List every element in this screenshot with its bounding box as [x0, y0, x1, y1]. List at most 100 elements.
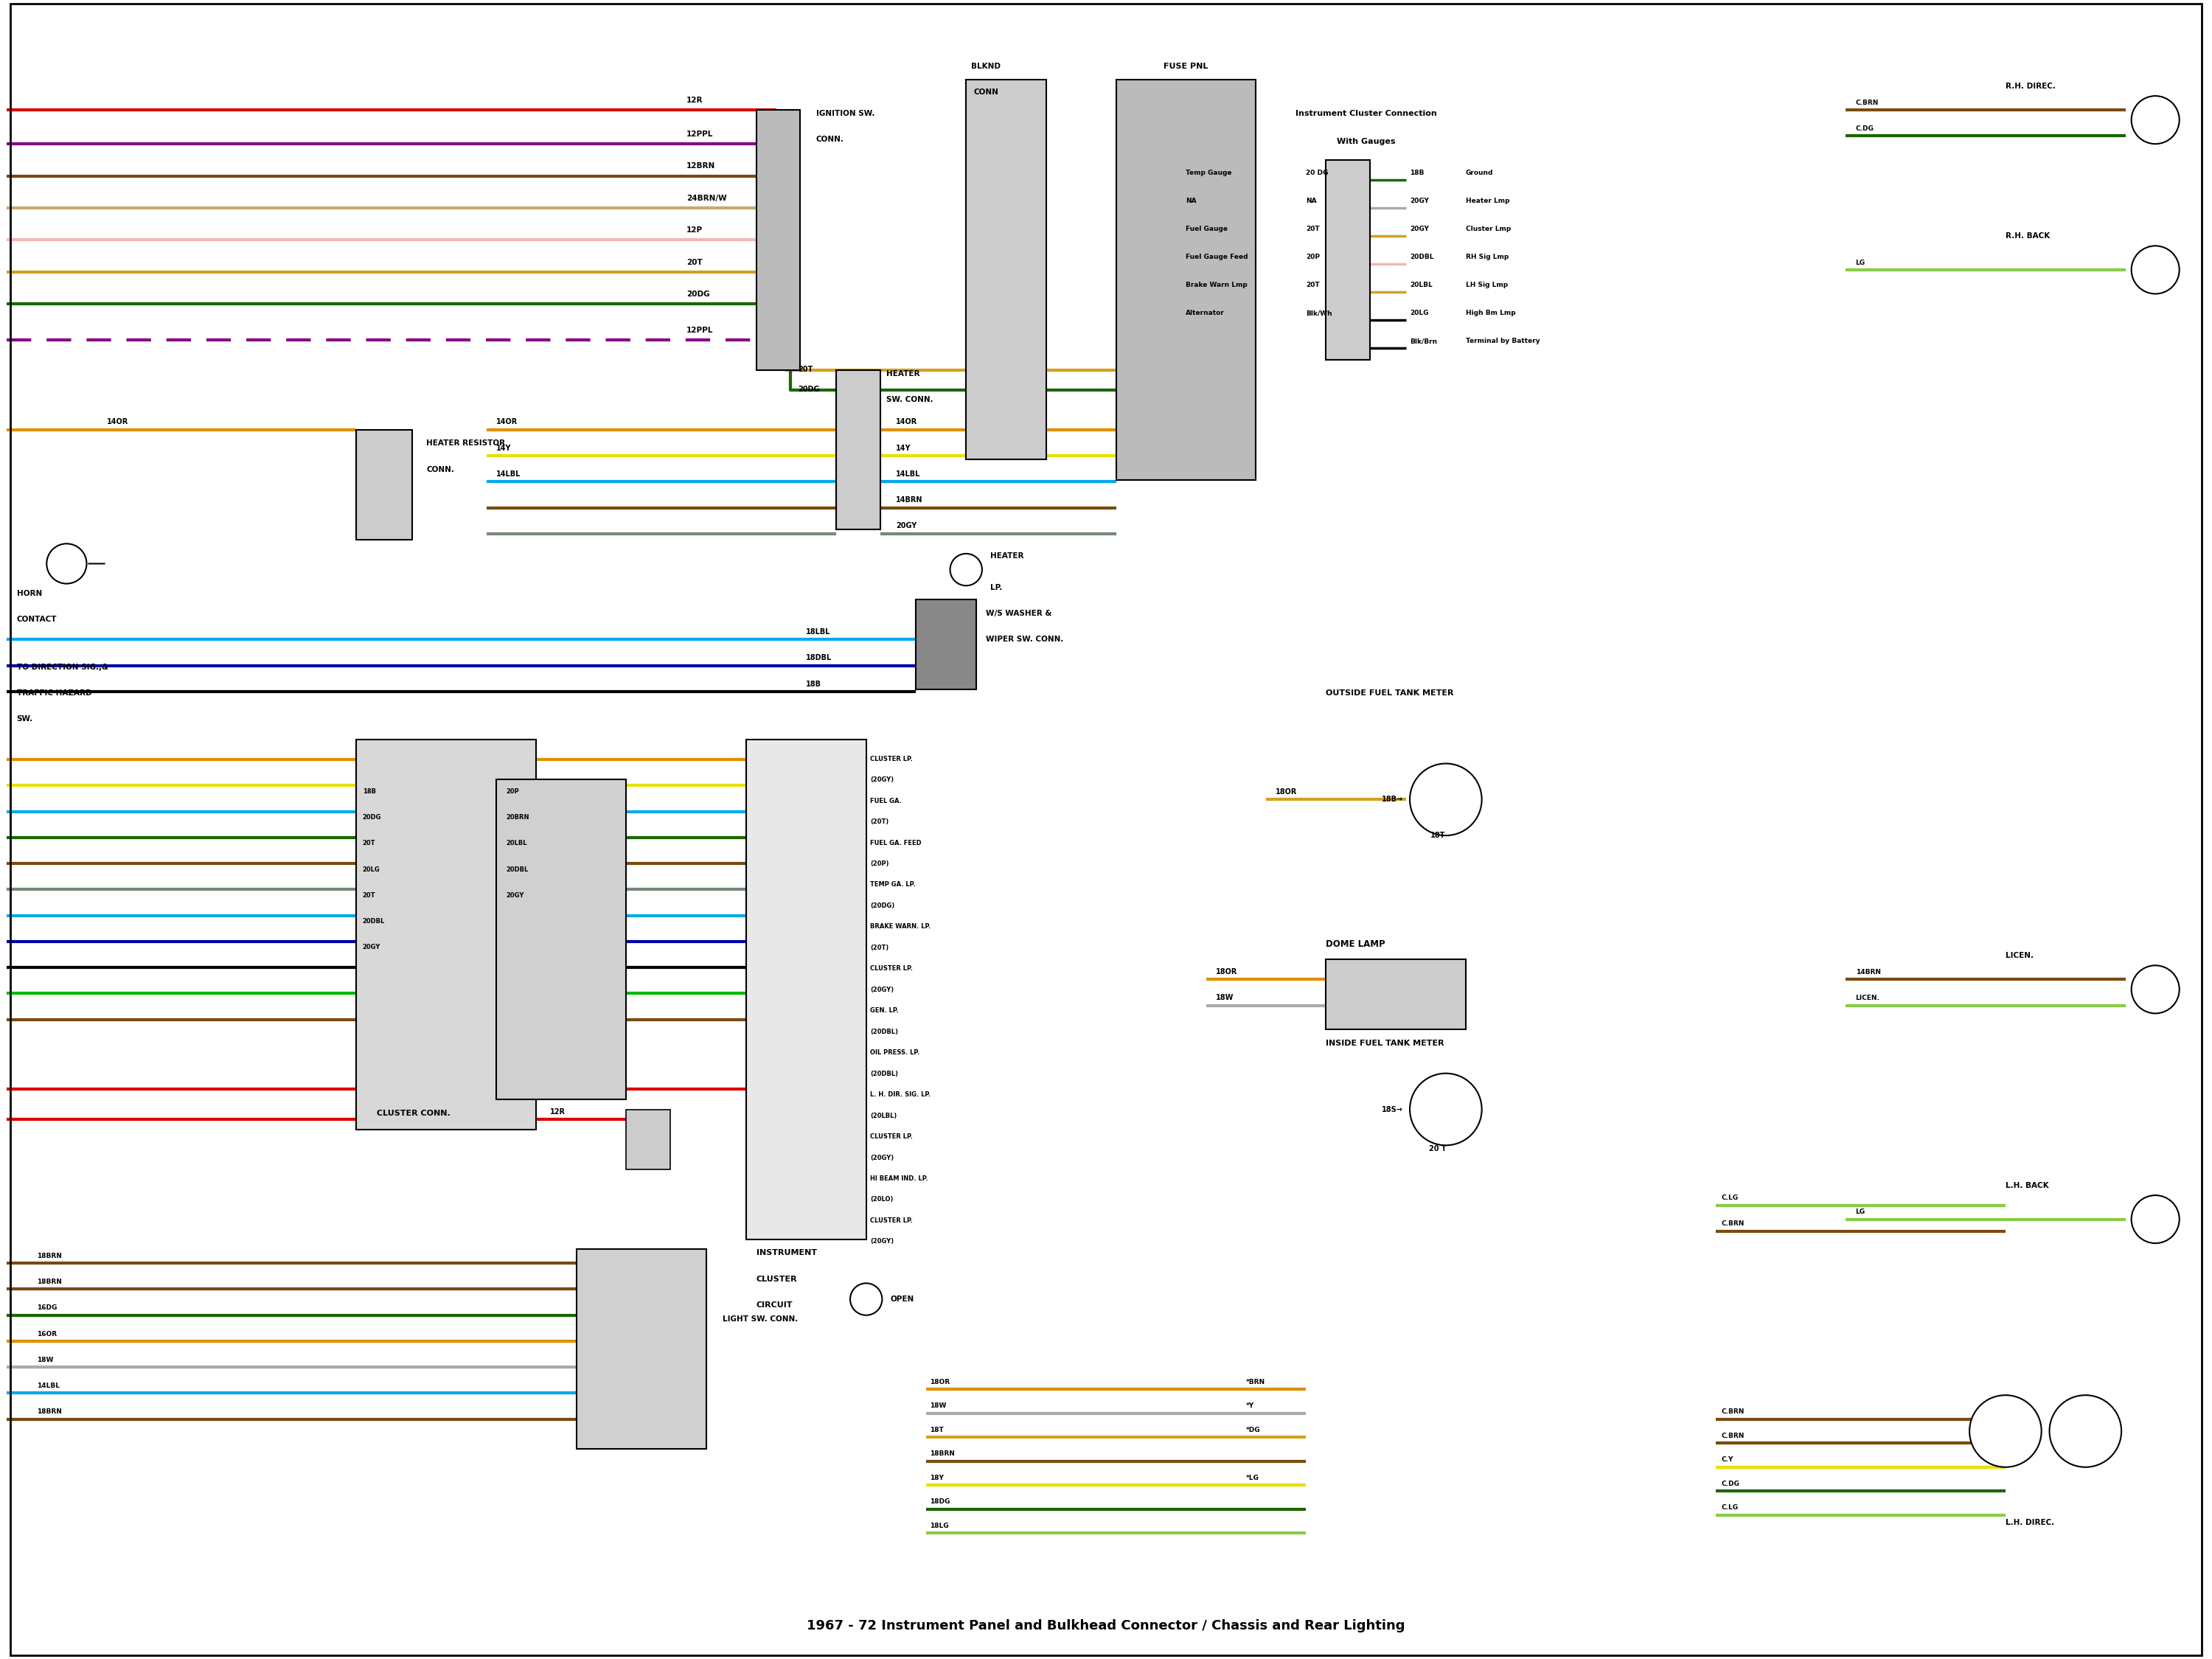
Text: TRAFFIC HAZARD: TRAFFIC HAZARD: [18, 690, 91, 697]
Text: (20GY): (20GY): [869, 987, 894, 994]
Bar: [577, 1249, 706, 1448]
Text: (20DBL): (20DBL): [869, 1070, 898, 1077]
Text: FUEL GA.: FUEL GA.: [869, 798, 902, 805]
Text: (20LBL): (20LBL): [869, 1112, 896, 1118]
Text: 18Y: 18Y: [929, 1475, 945, 1481]
Text: Temp Gauge: Temp Gauge: [1186, 169, 1232, 176]
Text: TO DIRECTION SIG.,&: TO DIRECTION SIG.,&: [18, 664, 108, 670]
Text: 14LBL: 14LBL: [38, 1382, 60, 1389]
Circle shape: [2051, 1395, 2121, 1467]
Text: Blk/Brn: Blk/Brn: [1409, 338, 1438, 345]
Text: 14BRN: 14BRN: [1856, 969, 1880, 975]
Text: 18OR: 18OR: [929, 1379, 951, 1385]
Text: C.BRN: C.BRN: [1856, 100, 1878, 106]
Circle shape: [46, 544, 86, 584]
Text: 18BRN: 18BRN: [929, 1450, 956, 1457]
Text: LICEN.: LICEN.: [2006, 952, 2033, 959]
Text: C.Y: C.Y: [1721, 1457, 1734, 1463]
Bar: [757, 109, 801, 370]
Text: OIL PRESS. LP.: OIL PRESS. LP.: [869, 1050, 920, 1057]
Text: CLUSTER LP.: CLUSTER LP.: [869, 1133, 914, 1140]
Text: 20DG: 20DG: [686, 290, 710, 299]
Text: Fuel Gauge Feed: Fuel Gauge Feed: [1186, 254, 1248, 260]
Text: TEMP GA. LP.: TEMP GA. LP.: [869, 881, 916, 888]
Circle shape: [1409, 1073, 1482, 1145]
Text: 20GY: 20GY: [507, 893, 524, 899]
Text: 18LG: 18LG: [929, 1523, 949, 1530]
Text: CLUSTER LP.: CLUSTER LP.: [869, 966, 914, 972]
Text: 18BRN: 18BRN: [38, 1279, 62, 1286]
Text: 20T: 20T: [686, 259, 701, 265]
Text: 18B→: 18B→: [1382, 796, 1402, 803]
Text: 18DG: 18DG: [929, 1498, 951, 1505]
Text: Terminal by Battery: Terminal by Battery: [1467, 338, 1540, 345]
Text: R.H. BACK: R.H. BACK: [2006, 232, 2051, 241]
Text: LH Sig Lmp: LH Sig Lmp: [1467, 282, 1509, 289]
Circle shape: [1969, 1395, 2042, 1467]
Text: (20GY): (20GY): [869, 776, 894, 783]
Text: INSIDE FUEL TANK METER: INSIDE FUEL TANK METER: [1325, 1040, 1444, 1047]
Text: (20T): (20T): [869, 818, 889, 825]
Text: 20DBL: 20DBL: [363, 917, 385, 924]
Text: 20DG: 20DG: [799, 387, 821, 393]
Text: OUTSIDE FUEL TANK METER: OUTSIDE FUEL TANK METER: [1325, 690, 1453, 697]
Circle shape: [2132, 246, 2179, 294]
Text: 12PPL: 12PPL: [686, 327, 712, 333]
Text: HEATER RESISTOR: HEATER RESISTOR: [427, 440, 504, 448]
Text: 1967 - 72 Instrument Panel and Bulkhead Connector / Chassis and Rear Lighting: 1967 - 72 Instrument Panel and Bulkhead …: [807, 1619, 1405, 1632]
Text: (20DG): (20DG): [869, 902, 894, 909]
Text: IGNITION SW.: IGNITION SW.: [816, 109, 874, 118]
Text: 20DBL: 20DBL: [1409, 254, 1433, 260]
Text: 12R: 12R: [551, 1108, 566, 1115]
Text: L. H. DIR. SIG. LP.: L. H. DIR. SIG. LP.: [869, 1092, 931, 1098]
Text: 20BRN: 20BRN: [507, 815, 529, 821]
Text: 18W: 18W: [1217, 994, 1234, 1002]
Text: L.H. BACK: L.H. BACK: [2006, 1181, 2048, 1190]
Text: OPEN: OPEN: [889, 1296, 914, 1302]
Text: Brake Warn Lmp: Brake Warn Lmp: [1186, 282, 1248, 289]
Text: Heater Lmp: Heater Lmp: [1467, 197, 1509, 204]
Bar: [356, 740, 535, 1130]
Bar: [745, 740, 867, 1239]
Text: 20GY: 20GY: [1409, 226, 1429, 232]
Text: 12P: 12P: [686, 227, 703, 234]
Text: 16DG: 16DG: [38, 1304, 58, 1311]
Text: 18DBL: 18DBL: [805, 654, 832, 662]
Text: 20P: 20P: [507, 788, 520, 795]
Text: 18OR: 18OR: [1217, 969, 1237, 975]
Bar: [1117, 80, 1256, 479]
Text: HEATER: HEATER: [887, 370, 920, 377]
Text: BRAKE WARN. LP.: BRAKE WARN. LP.: [869, 924, 931, 931]
Text: 18W: 18W: [929, 1402, 947, 1408]
Text: 18LBL: 18LBL: [805, 629, 832, 635]
Text: CONN.: CONN.: [427, 466, 453, 473]
Text: R.H. DIREC.: R.H. DIREC.: [2006, 83, 2055, 90]
Text: 12PPL: 12PPL: [686, 131, 712, 138]
Text: 18OR: 18OR: [1276, 788, 1298, 796]
Text: Blk/Wh: Blk/Wh: [1305, 310, 1332, 317]
Text: CONN: CONN: [973, 88, 998, 96]
Text: 20DBL: 20DBL: [507, 866, 529, 873]
Text: LIGHT SW. CONN.: LIGHT SW. CONN.: [723, 1316, 799, 1322]
Bar: [495, 780, 626, 1100]
Text: LG: LG: [1856, 259, 1865, 265]
Text: SW.: SW.: [18, 715, 33, 723]
Text: Ground: Ground: [1467, 169, 1493, 176]
Text: 18B: 18B: [805, 680, 821, 687]
Text: 14LBL: 14LBL: [896, 471, 920, 478]
Text: C.LG: C.LG: [1721, 1505, 1739, 1511]
Text: HORN: HORN: [18, 589, 42, 597]
Text: CONTACT: CONTACT: [18, 615, 58, 624]
Text: C.LG: C.LG: [1721, 1194, 1739, 1201]
Text: 14Y: 14Y: [495, 445, 511, 451]
Text: 18B: 18B: [1409, 169, 1425, 176]
Text: 20T: 20T: [363, 893, 376, 899]
Text: 14LBL: 14LBL: [495, 471, 522, 478]
Text: (20GY): (20GY): [869, 1238, 894, 1244]
Text: High Bm Lmp: High Bm Lmp: [1467, 310, 1515, 317]
Text: CLUSTER: CLUSTER: [757, 1276, 796, 1282]
Text: NA: NA: [1305, 197, 1316, 204]
Text: WIPER SW. CONN.: WIPER SW. CONN.: [987, 635, 1064, 644]
Text: RH Sig Lmp: RH Sig Lmp: [1467, 254, 1509, 260]
Text: C.BRN: C.BRN: [1721, 1221, 1745, 1228]
